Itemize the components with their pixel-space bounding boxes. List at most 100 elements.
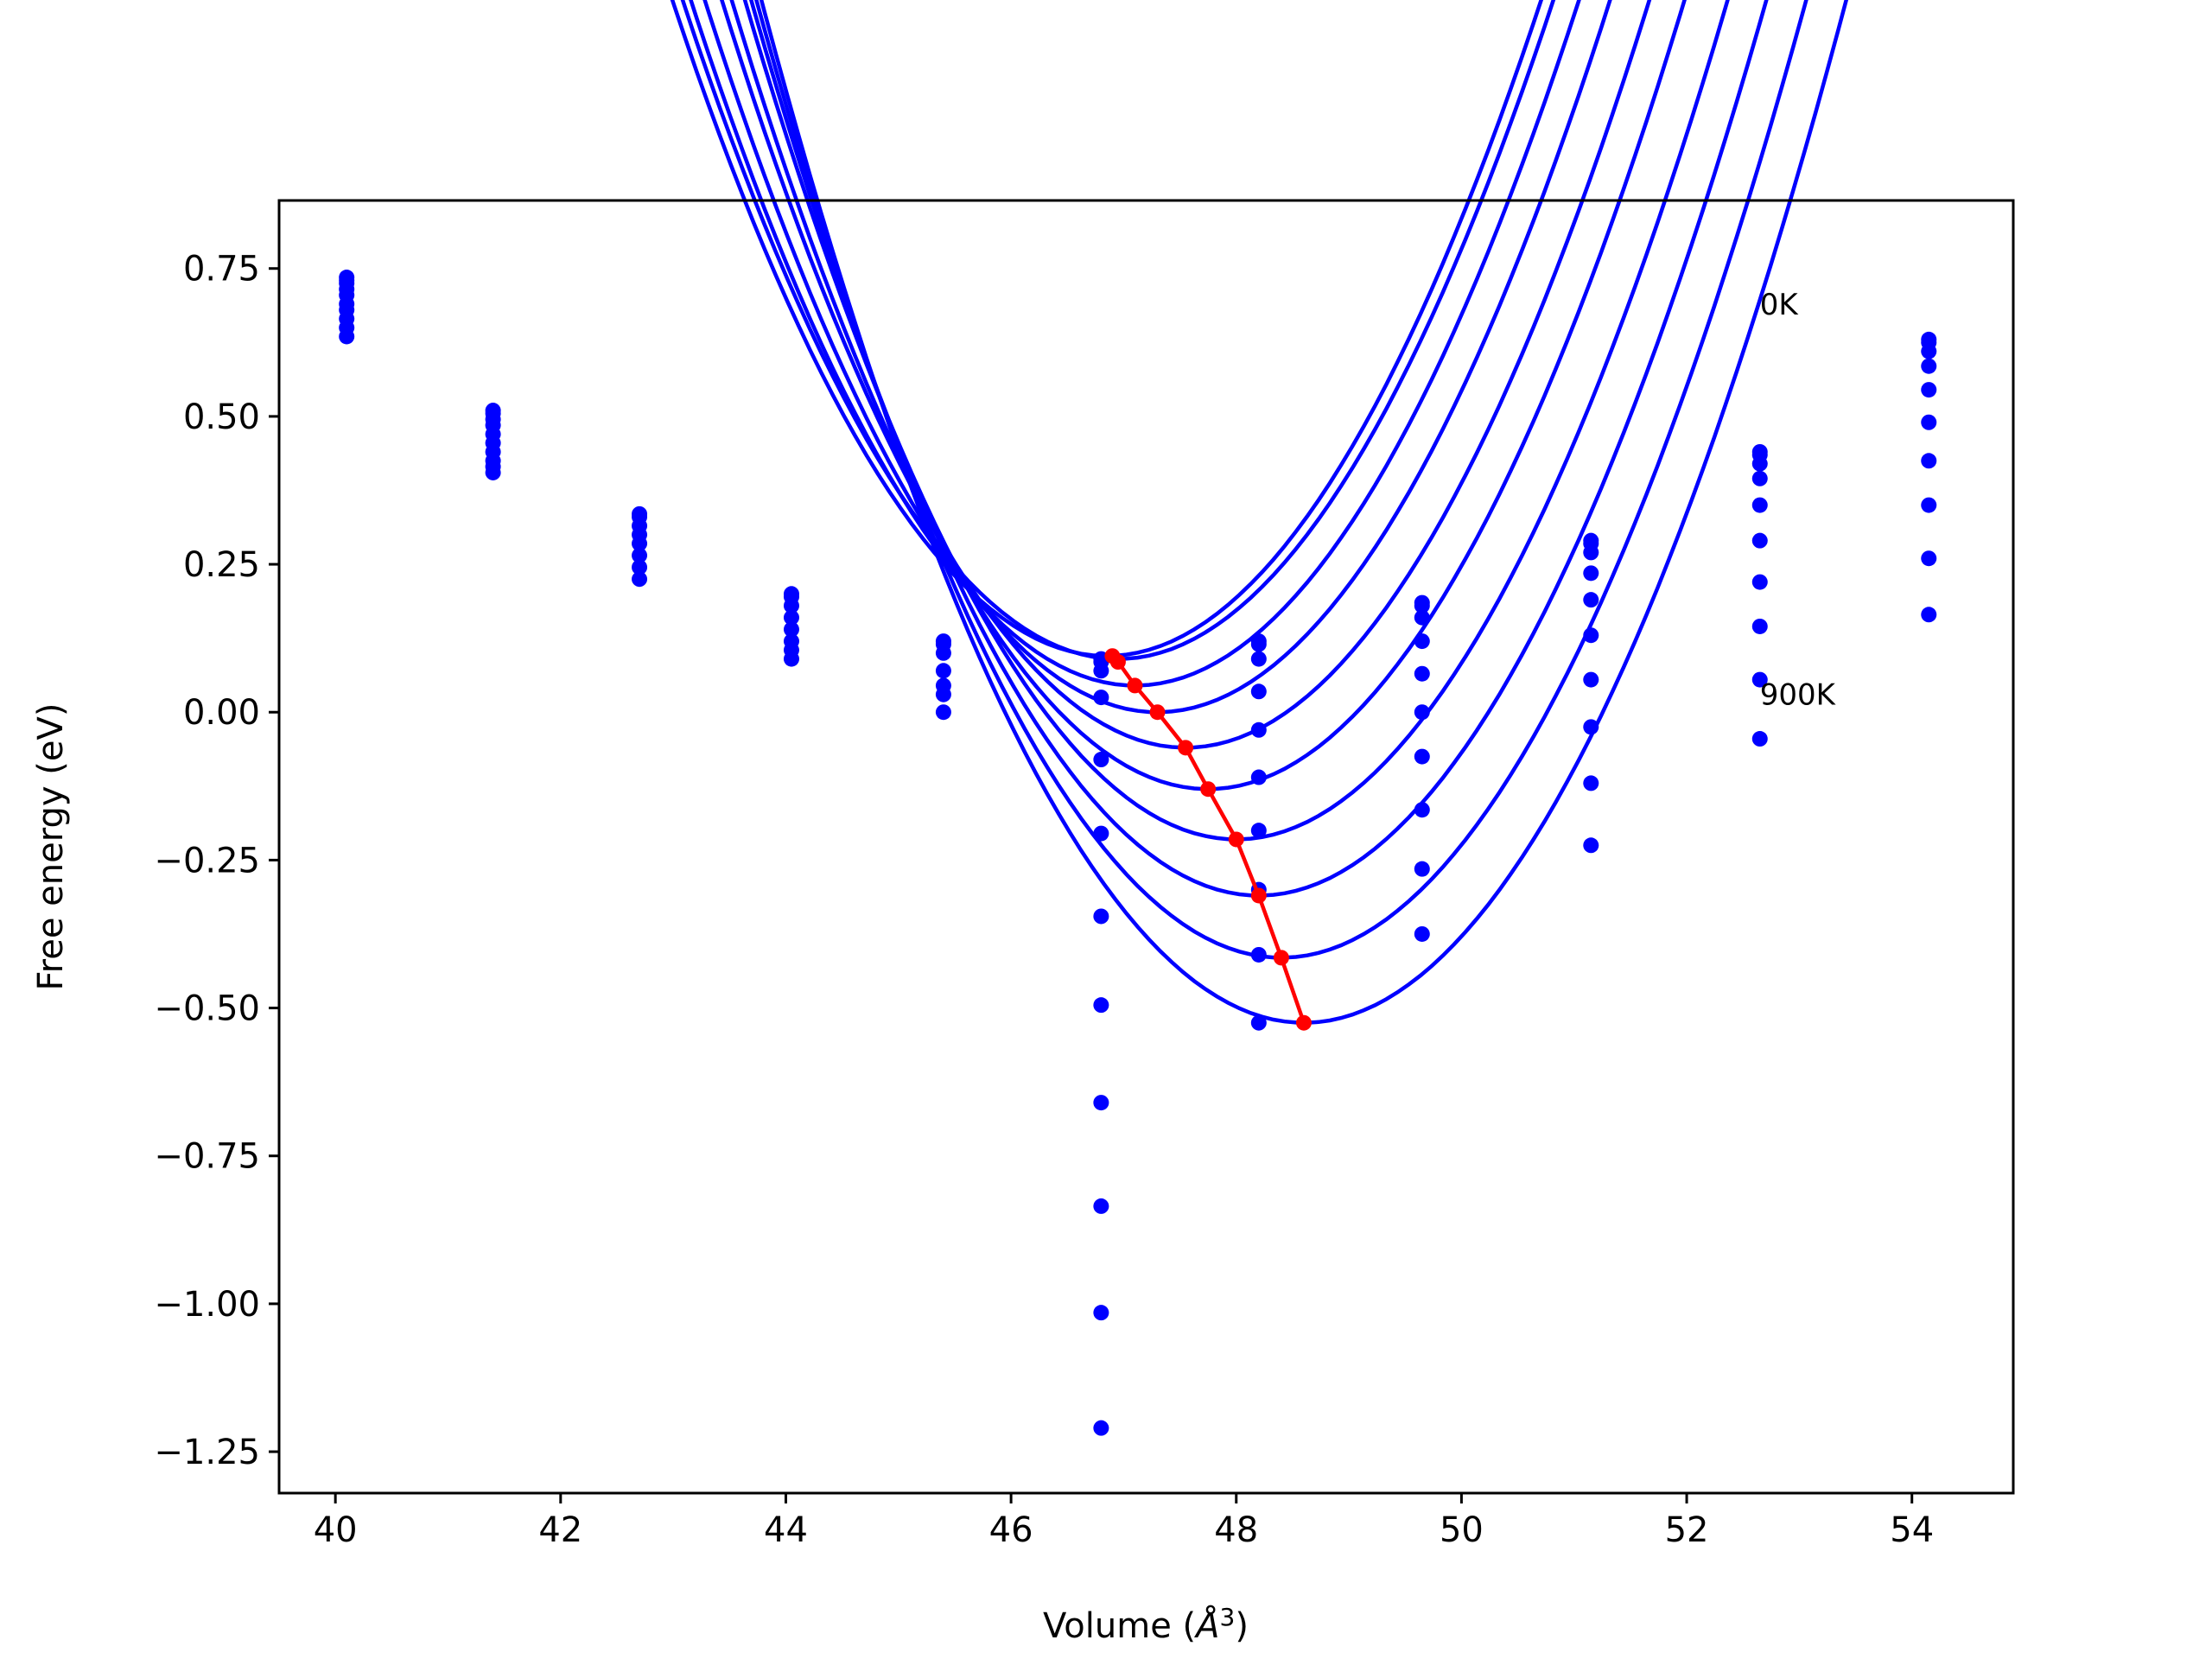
data-point-200K	[783, 597, 799, 613]
data-point-900K	[1921, 607, 1937, 623]
data-point-600K	[1250, 823, 1267, 839]
minima-point	[1273, 950, 1289, 966]
data-point-600K	[935, 704, 951, 721]
fit-curve-300K	[702, 0, 1612, 715]
data-point-300K	[1093, 690, 1109, 706]
y-tick-label: −0.25	[154, 841, 260, 880]
fit-curve-800K	[754, 0, 1808, 960]
data-point-100K	[1250, 636, 1267, 652]
fit-curve-900K	[759, 0, 1849, 1025]
data-point-600K	[1751, 574, 1768, 590]
x-tick-label: 40	[314, 1510, 358, 1550]
y-tick-label: −0.75	[154, 1137, 260, 1177]
temperature-annotation: 900K	[1760, 678, 1837, 713]
data-point-900K	[1414, 925, 1430, 942]
y-tick-label: −1.25	[154, 1433, 260, 1472]
data-point-600K	[1414, 748, 1430, 765]
data-point-800K	[1093, 1095, 1109, 1111]
y-tick-label: 0.00	[183, 693, 260, 733]
data-point-600K	[1093, 908, 1109, 925]
minima-point	[1149, 704, 1166, 721]
axis-ticks: 40 42 44 46 48 50 52 54 0.75 0.50 0.25 0.00 −0.25 −0.…	[154, 250, 1934, 1550]
y-tick-label: 0.25	[183, 545, 260, 585]
data-point-700K	[632, 571, 648, 588]
x-axis-label-unit: Å	[1193, 1605, 1219, 1646]
data-point-600K	[1921, 453, 1937, 469]
data-point-300K	[1751, 470, 1768, 486]
data-point-500K	[1921, 414, 1937, 430]
data-point-500K	[935, 686, 951, 702]
data-point-extra	[1093, 1305, 1109, 1321]
minima-point	[1295, 1014, 1312, 1031]
data-point-500K	[632, 547, 648, 563]
data-point-300K	[1250, 683, 1267, 700]
minima-point	[1178, 740, 1194, 756]
data-point-900K	[1250, 1014, 1267, 1031]
temperature-annotation: 0K	[1760, 288, 1800, 322]
data-point-600K	[1583, 671, 1599, 688]
y-tick-label: 0.50	[183, 397, 260, 437]
data-point-900K	[339, 328, 355, 345]
data-point-900K	[1093, 1198, 1109, 1214]
data-point-200K	[1414, 609, 1430, 626]
fit-curve-100K	[680, 0, 1556, 661]
y-tick-label: −1.00	[154, 1285, 260, 1325]
data-point-900K	[1751, 731, 1768, 747]
data-point-600K	[632, 559, 648, 575]
x-axis-label: Volume (Å3)	[1043, 1603, 1249, 1646]
data-point-100K	[1414, 597, 1430, 613]
x-axis-label-exponent: 3	[1220, 1603, 1236, 1631]
data-point-200K	[935, 645, 951, 661]
minima-point	[1228, 831, 1244, 848]
data-point-700K	[1414, 802, 1430, 818]
minima-point	[1127, 677, 1143, 694]
data-point-300K	[1583, 565, 1599, 582]
data-point-700K	[1751, 618, 1768, 634]
data-point-900K	[485, 464, 501, 480]
x-tick-label: 54	[1890, 1510, 1934, 1550]
data-point-300K	[783, 609, 799, 626]
data-point-200K	[1583, 544, 1599, 561]
data-point-800K	[1751, 671, 1768, 688]
fit-curve-700K	[749, 0, 1769, 898]
x-tick-label: 48	[1214, 1510, 1258, 1550]
data-point-500K	[1414, 704, 1430, 721]
data-point-800K	[1921, 550, 1937, 567]
x-tick-label: 46	[989, 1510, 1033, 1550]
data-point-700K	[1583, 719, 1599, 735]
minima-point	[1109, 654, 1126, 671]
fit-curve-500K	[729, 0, 1687, 791]
data-point-700K	[1921, 497, 1937, 513]
data-point-800K	[1583, 775, 1599, 791]
minima-point	[1250, 887, 1267, 904]
data-point-300K	[935, 663, 951, 679]
x-axis-label-text: Volume	[1043, 1606, 1172, 1646]
y-tick-label: −0.50	[154, 989, 260, 1029]
data-point-800K	[1414, 861, 1430, 877]
fit-curve-0K	[670, 0, 1544, 658]
data-point-400K	[783, 621, 799, 638]
x-tick-label: 52	[1665, 1510, 1709, 1550]
data-point-800K	[1250, 946, 1267, 963]
data-point-300K	[1921, 358, 1937, 374]
minima-point	[1200, 781, 1217, 798]
data-point-extra	[1093, 1420, 1109, 1436]
data-point-500K	[1751, 532, 1768, 549]
data-point-200K	[1250, 651, 1267, 667]
x-tick-label: 44	[764, 1510, 808, 1550]
data-point-200K	[1921, 343, 1937, 359]
data-point-300K	[1414, 633, 1430, 650]
plot-content: 0K 900K	[339, 0, 1937, 1436]
data-point-400K	[1583, 592, 1599, 608]
data-point-500K	[1250, 769, 1267, 785]
data-point-200K	[1093, 663, 1109, 679]
data-point-400K	[1414, 665, 1430, 682]
y-tick-label: 0.75	[183, 250, 260, 289]
data-point-700K	[783, 651, 799, 667]
data-point-400K	[1093, 752, 1109, 768]
plot-frame	[277, 199, 2015, 1495]
data-point-400K	[1250, 721, 1267, 738]
fit-curve-400K	[720, 0, 1652, 750]
x-tick-label: 50	[1440, 1510, 1484, 1550]
